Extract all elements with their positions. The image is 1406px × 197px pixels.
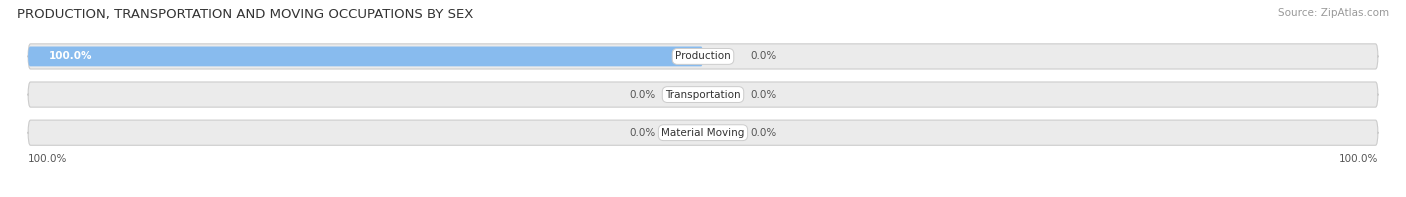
- FancyBboxPatch shape: [28, 82, 1378, 107]
- Text: 100.0%: 100.0%: [1339, 154, 1378, 164]
- Text: Transportation: Transportation: [665, 90, 741, 99]
- Text: PRODUCTION, TRANSPORTATION AND MOVING OCCUPATIONS BY SEX: PRODUCTION, TRANSPORTATION AND MOVING OC…: [17, 8, 474, 21]
- FancyBboxPatch shape: [28, 120, 1378, 145]
- Text: Production: Production: [675, 51, 731, 61]
- Text: 0.0%: 0.0%: [630, 90, 655, 99]
- Text: Source: ZipAtlas.com: Source: ZipAtlas.com: [1278, 8, 1389, 18]
- Text: 0.0%: 0.0%: [751, 90, 776, 99]
- Text: Material Moving: Material Moving: [661, 128, 745, 138]
- FancyBboxPatch shape: [28, 44, 1378, 69]
- Text: 0.0%: 0.0%: [630, 128, 655, 138]
- Text: 0.0%: 0.0%: [751, 128, 776, 138]
- FancyBboxPatch shape: [28, 46, 703, 66]
- Text: 0.0%: 0.0%: [751, 51, 776, 61]
- Text: 100.0%: 100.0%: [48, 51, 91, 61]
- Text: 100.0%: 100.0%: [28, 154, 67, 164]
